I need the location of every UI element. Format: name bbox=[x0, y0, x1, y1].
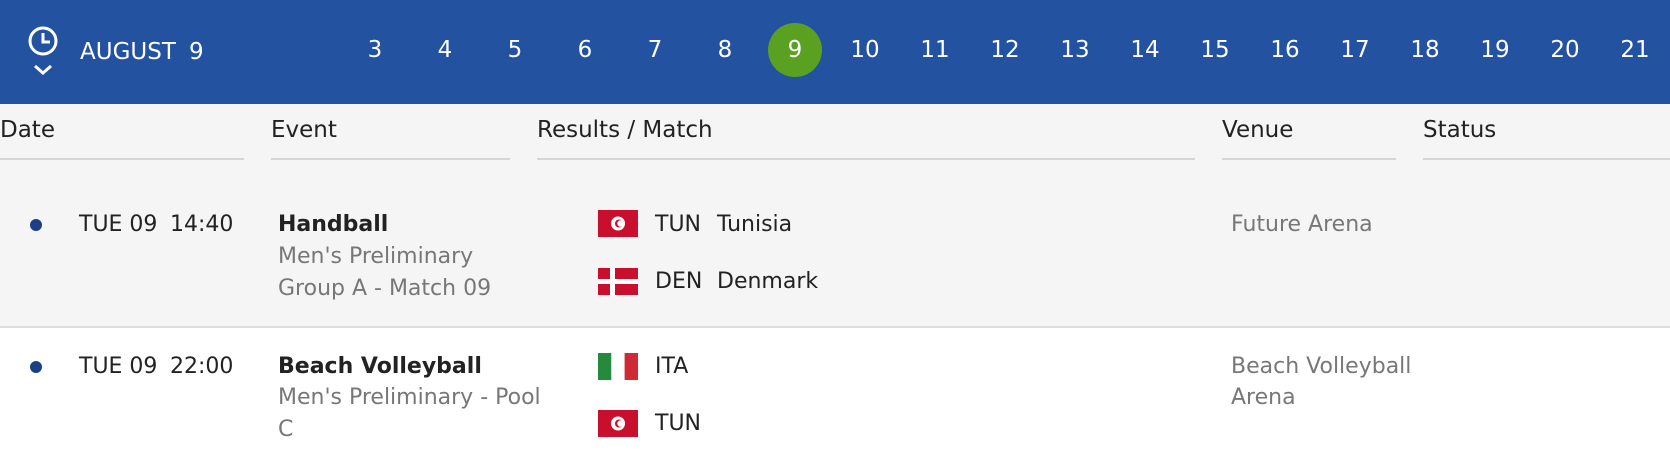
day-tab[interactable]: 19 bbox=[1480, 37, 1510, 63]
day-tab[interactable]: 6 bbox=[577, 37, 593, 63]
sport: Beach Volleyball bbox=[278, 354, 482, 379]
sport: Handball bbox=[278, 212, 389, 237]
venue: Future Arena bbox=[1231, 212, 1373, 237]
month: AUGUST bbox=[80, 39, 176, 65]
column-header: Date bbox=[0, 117, 55, 143]
flag-denmark bbox=[598, 268, 638, 295]
event-detail: Group A - Match 09 bbox=[278, 276, 492, 301]
table-header bbox=[0, 104, 1670, 160]
venue: Beach Volleyball bbox=[1231, 354, 1412, 379]
day-tab[interactable]: 14 bbox=[1130, 37, 1160, 63]
venue: Arena bbox=[1231, 385, 1296, 410]
day-tab[interactable]: 3 bbox=[367, 37, 383, 63]
team-name: Tunisia bbox=[717, 212, 793, 237]
bullet bbox=[30, 361, 42, 373]
time: 22:00 bbox=[170, 354, 234, 379]
column-header: Status bbox=[1423, 117, 1497, 143]
column-header: Venue bbox=[1222, 117, 1294, 143]
bullet bbox=[30, 219, 42, 231]
day-tab[interactable]: 7 bbox=[647, 37, 663, 63]
day-tab[interactable]: 16 bbox=[1270, 37, 1300, 63]
day-tab[interactable]: 8 bbox=[717, 37, 733, 63]
date: TUE 09 bbox=[79, 212, 158, 237]
column-underline bbox=[0, 158, 244, 160]
flag-tunisia bbox=[598, 210, 638, 237]
column-underline bbox=[1423, 158, 1670, 160]
day-tab[interactable]: 20 bbox=[1550, 37, 1580, 63]
team-code: TUN bbox=[655, 411, 701, 436]
day-tab[interactable]: 17 bbox=[1340, 37, 1370, 63]
team-code: DEN bbox=[655, 269, 703, 294]
date: TUE 09 bbox=[79, 354, 158, 379]
column-header: Results / Match bbox=[537, 117, 713, 143]
day-tab[interactable]: 9 bbox=[768, 23, 822, 77]
day-tab[interactable]: 4 bbox=[437, 37, 453, 63]
column-underline bbox=[537, 158, 1195, 160]
row-bg bbox=[0, 160, 1670, 328]
flag-italy bbox=[598, 353, 638, 380]
day-tab[interactable]: 15 bbox=[1200, 37, 1230, 63]
date-bar: AUGUST 9 3 4 5 6 7 8 9 10 11 12 13 14 15 16 17 18 19 20 21 bbox=[0, 0, 1670, 104]
day-tab[interactable]: 13 bbox=[1060, 37, 1090, 63]
day-tab[interactable]: 12 bbox=[990, 37, 1020, 63]
event-detail: Men's Preliminary - Pool bbox=[278, 385, 541, 410]
flag-tunisia bbox=[598, 410, 638, 437]
day-tab[interactable]: 21 bbox=[1620, 37, 1650, 63]
day-tab[interactable]: 10 bbox=[850, 37, 880, 63]
team-name: Denmark bbox=[717, 269, 819, 294]
day-tab[interactable]: 5 bbox=[507, 37, 523, 63]
column-underline bbox=[271, 158, 510, 160]
selected-day: 9 bbox=[189, 39, 204, 65]
day-tab[interactable]: 18 bbox=[1410, 37, 1440, 63]
column-underline bbox=[1222, 158, 1396, 160]
team-code: TUN bbox=[655, 212, 701, 237]
day-tab[interactable]: 11 bbox=[920, 37, 950, 63]
column-header: Event bbox=[271, 117, 337, 143]
time: 14:40 bbox=[170, 212, 234, 237]
team-code: ITA bbox=[655, 354, 689, 379]
event-detail: Men's Preliminary bbox=[278, 244, 474, 269]
event-detail: C bbox=[278, 417, 294, 442]
clock-icon[interactable] bbox=[26, 24, 62, 80]
